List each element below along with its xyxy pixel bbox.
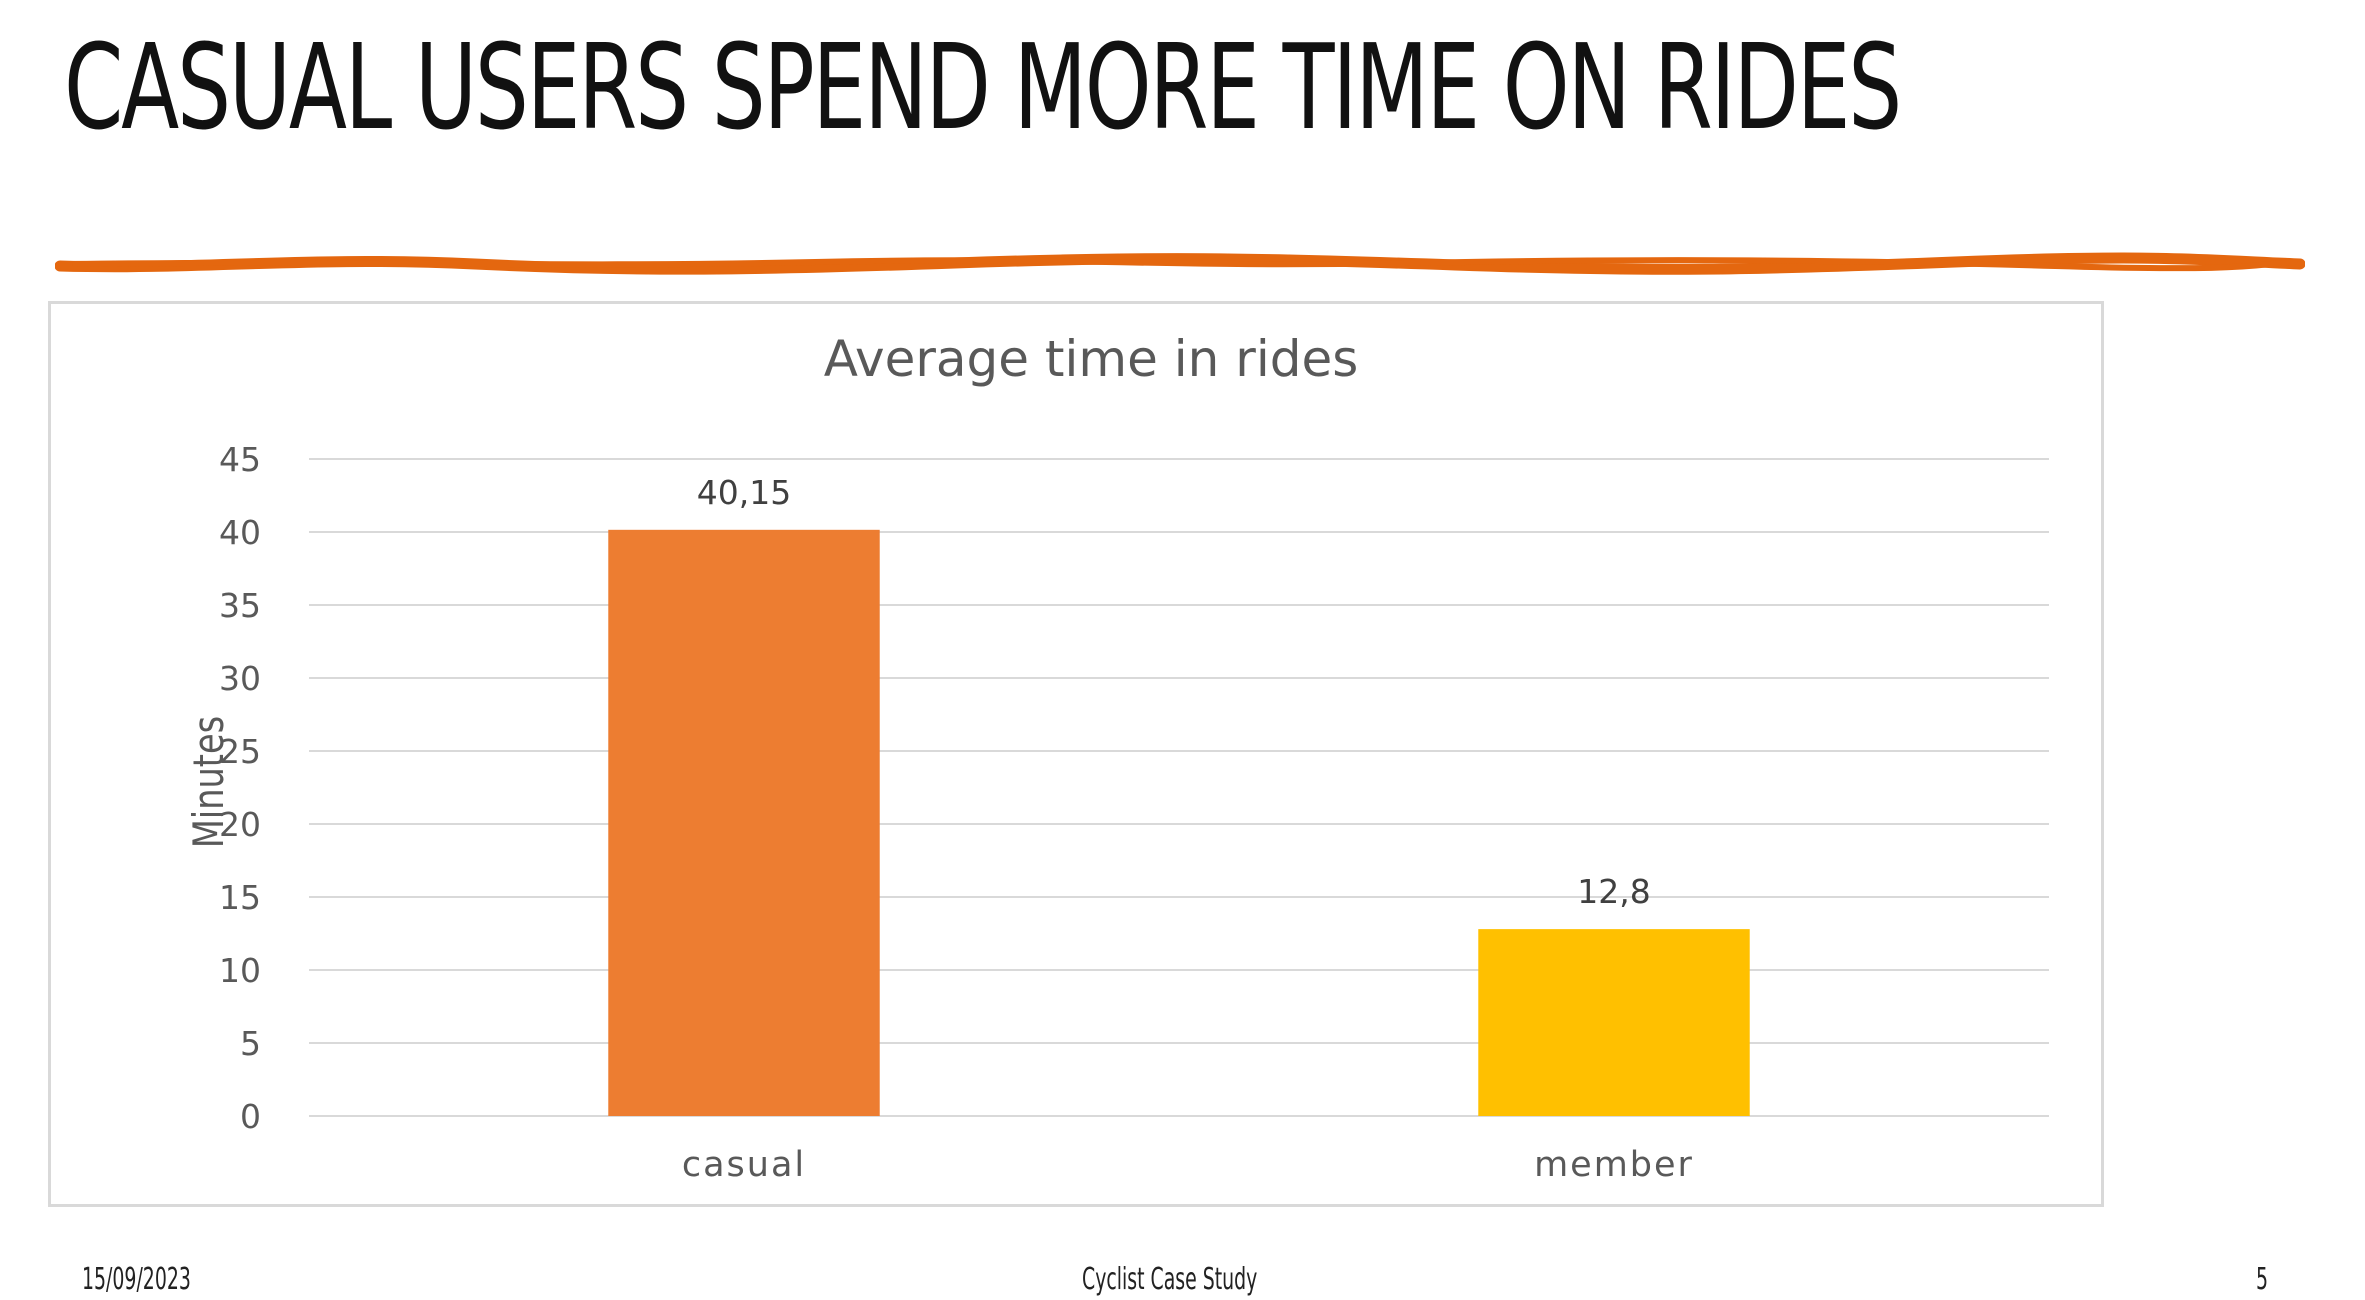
chart-frame: Average time in rides Minutes 0 5 10 15 20 25…: [48, 301, 2104, 1207]
x-tick-labels: casual member: [682, 1145, 1694, 1185]
page-number: 5: [2256, 1262, 2269, 1297]
y-tick-label: 30: [219, 659, 261, 698]
y-tick-labels: 0 5 10 15 20 25 30 35 40 45: [219, 440, 261, 1136]
y-tick-label: 40: [219, 513, 261, 552]
title-divider: [55, 252, 2305, 275]
data-label-casual: 40,15: [697, 473, 791, 512]
y-tick-label: 10: [219, 951, 261, 990]
bar-member: [1478, 929, 1750, 1116]
y-axis-label: Minutes: [184, 716, 233, 848]
bars: [608, 529, 1750, 1116]
bar-chart: Average time in rides Minutes 0 5 10 15 20 25…: [184, 330, 2049, 1185]
data-labels: 40,15 12,8: [697, 473, 1651, 911]
bar-casual: [608, 529, 880, 1116]
footer-date: 15/09/2023: [82, 1262, 191, 1297]
y-tick-label: 15: [219, 878, 261, 917]
footer-title: Cyclist Case Study: [1082, 1262, 1258, 1297]
y-tick-label: 20: [219, 805, 261, 844]
y-tick-label: 45: [219, 440, 261, 479]
slide-title: CASUAL USERS SPEND MORE TIME ON RIDES: [64, 18, 1902, 156]
x-tick-label-casual: casual: [682, 1145, 806, 1185]
x-tick-label-member: member: [1534, 1145, 1694, 1185]
y-tick-label: 5: [240, 1024, 261, 1063]
chart-title: Average time in rides: [824, 330, 1359, 388]
y-tick-label: 0: [240, 1097, 261, 1136]
data-label-member: 12,8: [1577, 872, 1650, 911]
y-tick-label: 25: [219, 732, 261, 771]
y-tick-label: 35: [219, 586, 261, 625]
gridlines: [309, 458, 2049, 1117]
